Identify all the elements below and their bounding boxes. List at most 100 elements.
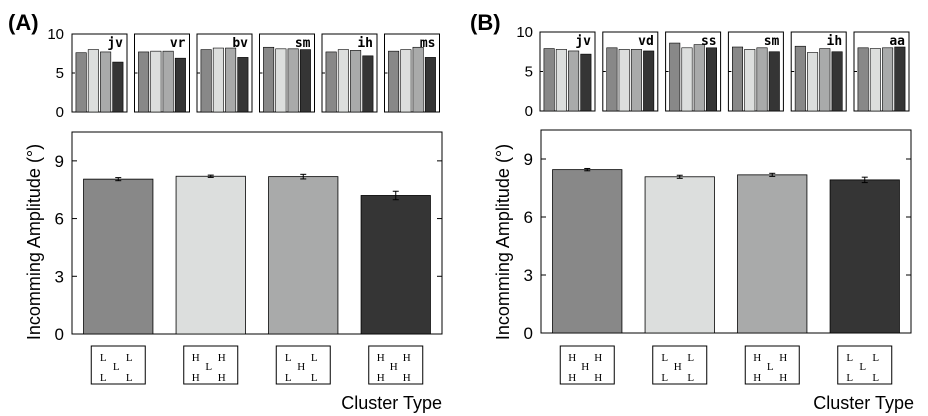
panel-a-subject-bar	[212, 47, 224, 113]
panel-b-bar	[829, 179, 900, 334]
panel-b-cluster-icon: H HHH H	[559, 345, 615, 385]
panel-b-ytick-label: 0	[524, 324, 533, 343]
cluster-icon-letter: L	[311, 372, 318, 384]
cluster-icon-letter: L	[285, 372, 292, 384]
panel-a-ylabel: Incomming Amplitude (°)	[24, 144, 44, 340]
cluster-icon-letter: H	[779, 372, 787, 384]
panel-a-cluster-icon: H HLH H	[183, 345, 239, 385]
panel-b-subject-bar	[693, 44, 705, 112]
panel-b-bar	[644, 176, 715, 334]
panel-b-subject-bar	[894, 46, 906, 112]
cluster-icon-letter: H	[594, 372, 602, 384]
cluster-icon-letter: H	[377, 372, 385, 384]
cluster-icon-letter: L	[767, 361, 774, 373]
panel-a-bar	[268, 176, 339, 335]
cluster-icon-letter: H	[218, 352, 226, 364]
panel-b-cluster-icon: H HLH H	[744, 345, 800, 385]
panel-a-main-axes	[71, 131, 443, 335]
panel-b-subject-bar	[831, 51, 843, 112]
panel-b-subject-bar	[681, 47, 693, 112]
panel-a-subject-name: ih	[357, 36, 373, 51]
panel-a-ytick-label: 0	[55, 325, 64, 344]
panel-b-subject-name: ih	[827, 34, 843, 49]
cluster-icon-box	[837, 345, 893, 385]
panel-b-subject-bar	[669, 42, 681, 112]
cluster-icon-letter: H	[779, 352, 787, 364]
panel-b-ylabel: Incomming Amplitude (°)	[493, 144, 513, 340]
panel-b-bar	[737, 174, 808, 334]
panel-a-subject-bar	[150, 50, 162, 113]
panel-b-ytick-label: 6	[524, 208, 533, 227]
panel-a-subject-ytick-label: 10	[47, 26, 64, 43]
panel-a-subject-bar	[87, 49, 99, 113]
cluster-icon-letter: L	[872, 372, 879, 384]
cluster-icon-letter: H	[581, 361, 589, 373]
panel-b-xlabel: Cluster Type	[813, 393, 914, 413]
panel-a-bar	[360, 195, 431, 335]
cluster-icon-letter: L	[100, 352, 107, 364]
panel-b-subject-bar	[543, 48, 555, 112]
panel-b-main-axes	[540, 129, 912, 334]
panel-b-subject-bar	[807, 52, 819, 112]
cluster-icon-letter: H	[192, 372, 200, 384]
cluster-icon-letter: L	[285, 352, 292, 364]
panel-a-subject-bar	[400, 49, 412, 113]
panel-a-cluster-icon: L LHL L	[275, 345, 331, 385]
panel-a-subject-name: ms	[420, 36, 436, 51]
panel-b-subject-bar	[606, 47, 618, 112]
panel-b-subject-bar	[580, 53, 592, 112]
cluster-icon-box	[744, 345, 800, 385]
cluster-icon-letter: H	[390, 361, 398, 373]
panel-a-ytick-label: 6	[55, 210, 64, 229]
panel-a-subject-bar	[174, 57, 186, 113]
panel-a-ytick-label: 3	[55, 267, 64, 286]
cluster-icon-letter: L	[126, 352, 133, 364]
panel-b-subject-name: sm	[764, 34, 780, 49]
panel-b-cluster-icon: L LHL L	[652, 345, 708, 385]
cluster-icon-letter: L	[687, 352, 694, 364]
panel-b-subject-bar	[618, 49, 630, 112]
panel-a-subject-bar	[362, 55, 374, 113]
panel-b-subject-ytick-label: 0	[525, 103, 533, 120]
cluster-icon-letter: L	[113, 361, 120, 373]
panel-a-subject-name: jv	[107, 36, 123, 51]
panel-a-bar	[175, 175, 246, 335]
panel-b-subject-bar	[630, 49, 642, 112]
panel-a-subject-bar	[200, 49, 212, 113]
panel-a-subject-bar	[287, 48, 299, 113]
panel-a-subject-bar	[325, 51, 337, 113]
panel-a-subject-ytick-label: 0	[56, 104, 64, 121]
panel-a-subject-bar	[225, 47, 237, 113]
panel-a-subject-ytick-label: 5	[56, 65, 64, 82]
cluster-icon-letter: L	[661, 372, 668, 384]
panel-a-subject-bar	[263, 46, 275, 113]
cluster-icon-box	[275, 345, 331, 385]
panel-a-cluster-icon: H HHH H	[368, 345, 424, 385]
cluster-icon-box	[90, 345, 146, 385]
panel-b-letter: (B)	[470, 10, 501, 35]
panel-a-subject-name: vr	[170, 36, 186, 51]
cluster-icon-letter: H	[192, 352, 200, 364]
panel-b-subject-ytick-label: 10	[516, 24, 533, 41]
panel-a-subject-bar	[350, 50, 362, 113]
panel-b-ytick-label: 9	[524, 150, 533, 169]
cluster-icon-letter: H	[753, 352, 761, 364]
panel-b-subject-bar	[768, 51, 780, 112]
panel-b-subject-ytick-label: 5	[525, 64, 533, 81]
panel-b-bar	[552, 169, 623, 334]
panel-a-subject-name: sm	[295, 36, 311, 51]
cluster-icon-letter: L	[205, 361, 212, 373]
cluster-icon-letter: H	[753, 372, 761, 384]
panel-a-ytick-label: 9	[55, 152, 64, 171]
panel-a-subject-bar	[275, 48, 287, 113]
panel-a-cluster-icon: L LLL L	[90, 345, 146, 385]
panel-a-bar	[83, 178, 154, 335]
panel-b-subject-bar	[643, 50, 655, 112]
cluster-icon-letter: L	[846, 372, 853, 384]
panel-a-subject-bar	[75, 52, 87, 113]
panel-b-subject-name: vd	[638, 34, 654, 49]
panel-a-subject-bar	[412, 46, 424, 113]
panel-b-subject-bar	[857, 47, 869, 112]
panel-b-subject-name: jv	[575, 34, 591, 49]
cluster-icon-letter: L	[687, 372, 694, 384]
